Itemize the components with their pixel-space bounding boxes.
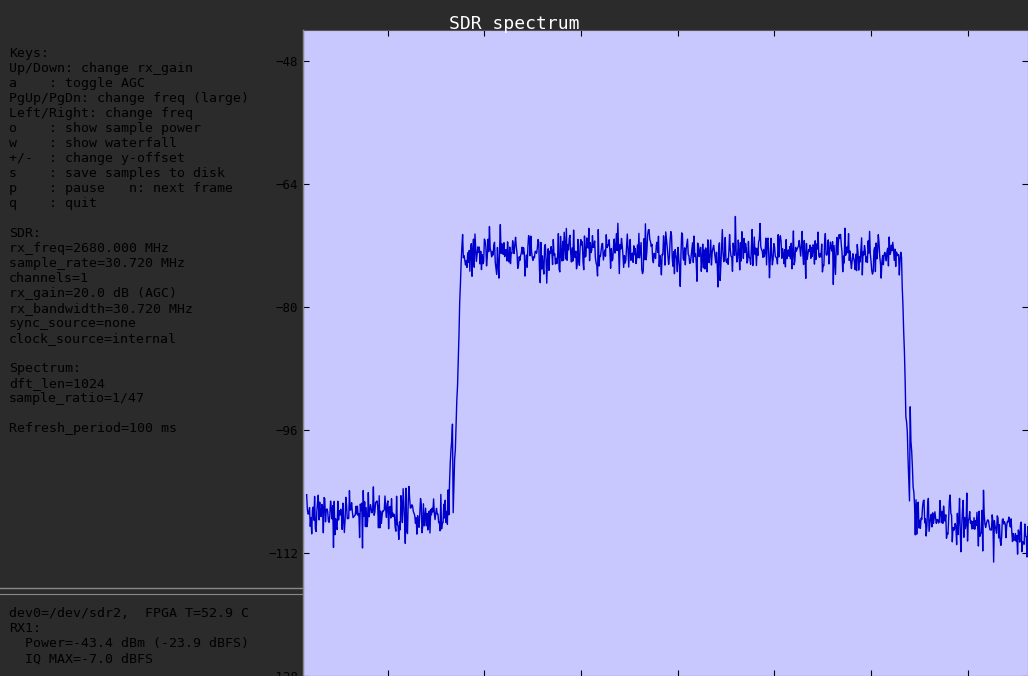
Text: Keys:
Up/Down: change rx_gain
a    : toggle AGC
PgUp/PgDn: change freq (large)
L: Keys: Up/Down: change rx_gain a : toggle…	[9, 47, 249, 435]
Text: SDR spectrum: SDR spectrum	[449, 15, 579, 33]
Text: dev0=/dev/sdr2,  FPGA T=52.9 C
RX1:
  Power=-43.4 dBm (-23.9 dBFS)
  IQ MAX=-7.0: dev0=/dev/sdr2, FPGA T=52.9 C RX1: Power…	[9, 607, 249, 665]
